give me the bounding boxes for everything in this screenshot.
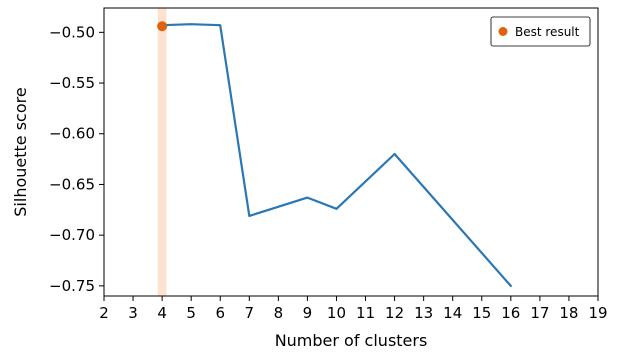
x-tick-label: 2 [99,304,109,322]
x-tick-label: 14 [443,304,462,322]
x-tick-label: 4 [157,304,167,322]
legend: Best result [490,16,591,47]
y-tick-label: −0.55 [49,74,95,92]
x-tick-label: 7 [245,304,255,322]
x-tick-label: 13 [414,304,433,322]
x-tick-label: 10 [327,304,346,322]
y-ticks: −0.75 −0.70 −0.65 −0.60 −0.55 −0.50 [49,23,104,295]
y-tick-label: −0.50 [49,23,95,41]
x-tick-label: 9 [303,304,313,322]
y-tick-label: −0.60 [49,125,95,143]
plot-frame [103,7,599,297]
y-axis-label: Silhouette score [11,87,30,216]
x-tick-label: 19 [588,304,607,322]
x-tick-label: 16 [501,304,520,322]
legend-best-label: Best result [515,25,580,39]
x-tick-label: 5 [186,304,196,322]
y-tick-label: −0.75 [49,277,95,295]
best-result-marker [157,21,168,32]
x-axis-label: Number of clusters [275,331,428,350]
x-ticks: 2 3 4 5 6 7 8 9 10 11 12 13 14 15 16 17 18 19 [99,296,608,322]
highlight-band [157,8,167,296]
y-tick-label: −0.65 [49,175,95,193]
x-tick-label: 18 [559,304,578,322]
x-tick-label: 3 [128,304,138,322]
x-tick-label: 8 [274,304,284,322]
x-tick-label: 6 [215,304,225,322]
x-tick-label: 11 [356,304,375,322]
highlight-band-layer [157,8,167,296]
silhouette-line [161,23,512,287]
legend-box [490,16,591,47]
y-tick-label: −0.70 [49,226,95,244]
x-tick-label: 15 [472,304,491,322]
series-layer [161,23,512,287]
x-tick-label: 12 [385,304,404,322]
legend-best-marker [498,27,508,36]
best-marker-layer [157,21,168,32]
x-tick-label: 17 [530,304,549,322]
